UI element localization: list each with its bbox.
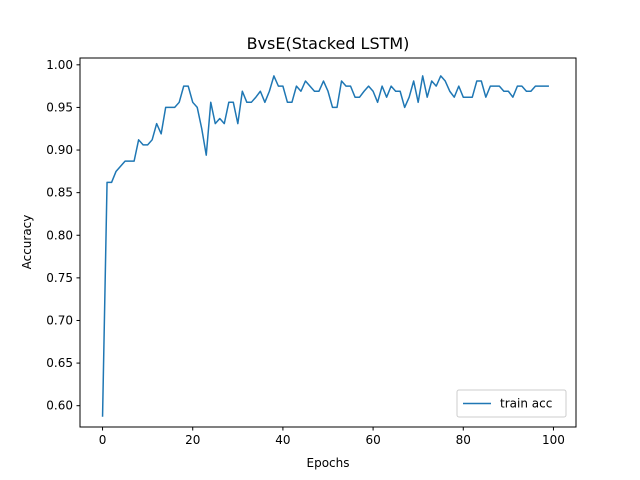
y-axis-label: Accuracy <box>20 215 34 270</box>
chart-title: BvsE(Stacked LSTM) <box>247 34 410 53</box>
legend-label: train acc <box>500 397 552 411</box>
legend: train acc <box>456 389 567 418</box>
legend-box <box>456 389 567 418</box>
x-tick-label: 100 <box>542 433 565 447</box>
x-tick-label: 0 <box>99 433 107 447</box>
series-line <box>101 75 549 417</box>
y-tick-label: 0.80 <box>46 228 73 242</box>
y-tick-label: 0.75 <box>46 271 73 285</box>
x-tick-label: 40 <box>275 433 290 447</box>
x-tick-label: 80 <box>456 433 471 447</box>
y-tick-label: 0.60 <box>46 399 73 413</box>
plot-frame <box>79 57 577 428</box>
y-tick-label: 0.85 <box>46 186 73 200</box>
y-tick-label: 0.90 <box>46 143 73 157</box>
axis-ticks: 0 20 40 60 80 100 0.60 0.65 0.70 0.75 0.80 0.85 0.90… <box>46 58 565 447</box>
y-tick-label: 0.65 <box>46 356 73 370</box>
y-tick-label: 0.70 <box>46 313 73 327</box>
x-tick-label: 60 <box>365 433 380 447</box>
x-axis-label: Epochs <box>307 456 350 470</box>
y-tick-label: 0.95 <box>46 100 73 114</box>
x-tick-label: 20 <box>185 433 200 447</box>
y-tick-label: 1.00 <box>46 58 73 72</box>
plot-lines <box>101 75 549 417</box>
